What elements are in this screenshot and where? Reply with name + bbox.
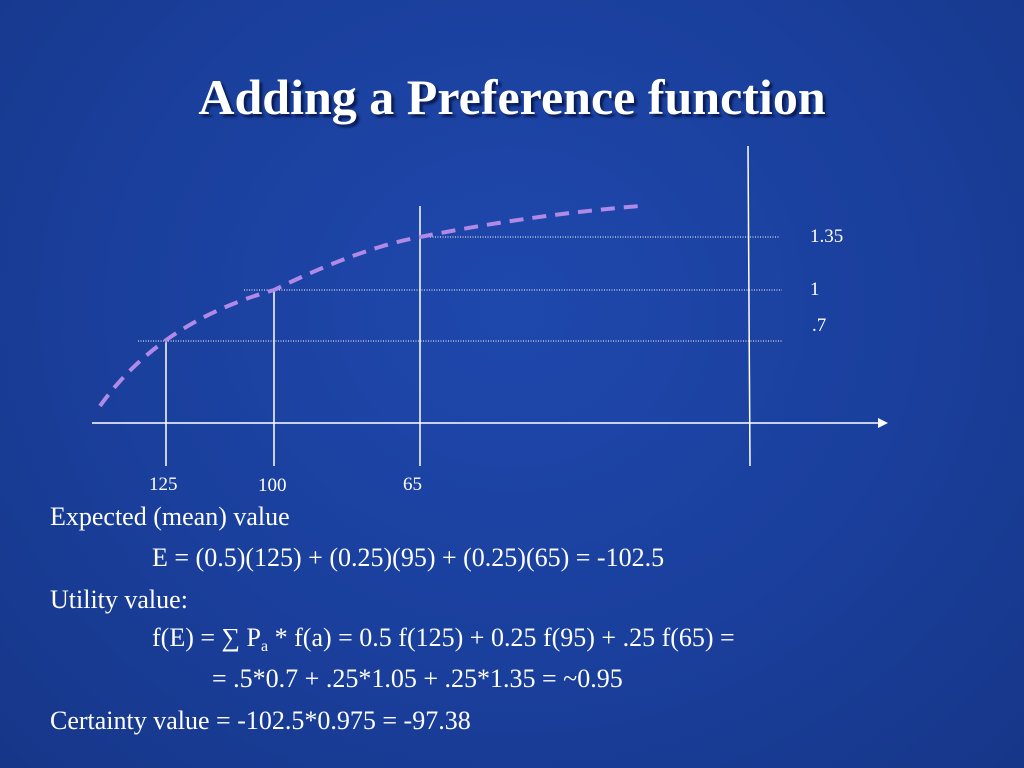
expected-value-heading: Expected (mean) value [50, 502, 290, 531]
utility-formula: f(E) = ∑ Pa * f(a) = 0.5 f(125) + 0.25 f… [152, 623, 735, 657]
x-label-125: 125 [149, 474, 178, 495]
y-label-1-35: 1.35 [810, 226, 843, 247]
right-vertical-line [747, 145, 751, 467]
utility-formula-end: * f(a) = 0.5 f(125) + 0.25 f(95) + .25 f… [268, 623, 735, 652]
x-label-100: 100 [258, 475, 287, 496]
utility-result: = .5*0.7 + .25*1.05 + .25*1.35 = ~0.95 [212, 664, 623, 693]
y-label-1: 1 [810, 279, 820, 300]
utility-formula-subscript: a [261, 638, 269, 655]
preference-function-diagram: 1.35 1 .7 125 100 65 [92, 145, 888, 496]
x-label-65: 65 [403, 474, 422, 495]
x-axis-arrowhead [878, 418, 888, 428]
slide-title: Adding a Preference function [198, 69, 826, 125]
utility-value-heading: Utility value: [50, 585, 188, 614]
utility-formula-start: f(E) = ∑ P [152, 623, 262, 652]
preference-curve [98, 204, 641, 408]
expected-value-formula: E = (0.5)(125) + (0.25)(95) + (0.25)(65)… [152, 543, 665, 572]
y-label-0-7: .7 [812, 315, 826, 336]
certainty-value: Certainty value = -102.5*0.975 = -97.38 [50, 706, 471, 735]
